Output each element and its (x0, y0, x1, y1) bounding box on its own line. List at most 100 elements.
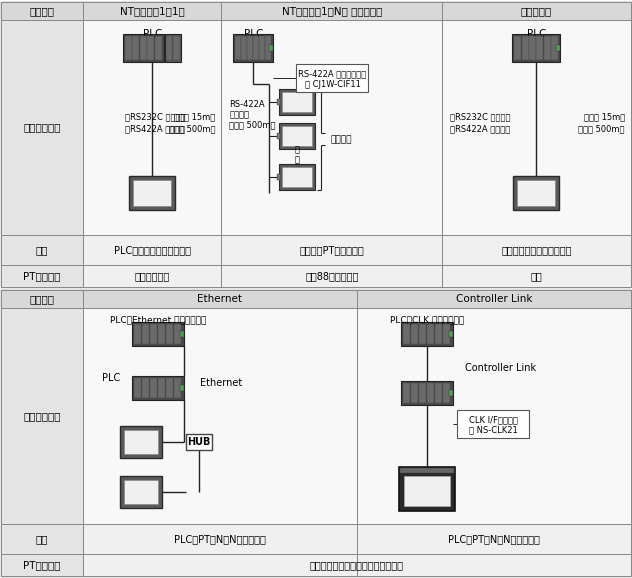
Text: Controller Link: Controller Link (456, 294, 532, 304)
Bar (443, 383, 451, 403)
Bar (442, 2, 631, 20)
Bar (357, 524, 631, 554)
Text: PLC: PLC (244, 29, 263, 39)
Bar (411, 383, 418, 403)
Bar (123, 34, 164, 62)
Text: PLC: PLC (102, 373, 120, 383)
Bar (83, 554, 357, 576)
Text: RS-422A 変換アダプタ: RS-422A 変換アダプタ (298, 69, 367, 78)
Bar (277, 99, 281, 105)
Bar (155, 36, 162, 60)
Text: （最大 15m）: （最大 15m） (174, 112, 216, 121)
Bar (142, 324, 149, 344)
Bar (124, 480, 158, 503)
Bar (277, 174, 281, 180)
Bar (357, 308, 631, 524)
Text: PLCとPT　N：N接続が可能: PLCとPT N：N接続が可能 (174, 533, 266, 544)
Text: システム構成: システム構成 (23, 123, 61, 132)
Bar (134, 324, 142, 344)
Bar (1, 235, 83, 265)
Bar (443, 324, 451, 344)
Text: ・RS422A ケーブル: ・RS422A ケーブル (450, 124, 510, 133)
Text: PLC（Ethernet ユニット要）: PLC（Ethernet ユニット要） (110, 316, 206, 324)
Bar (83, 20, 221, 235)
Bar (283, 126, 312, 146)
Bar (265, 36, 271, 60)
Bar (544, 36, 550, 60)
Bar (140, 36, 147, 60)
Bar (166, 324, 173, 344)
Bar (120, 425, 162, 458)
Text: Ethernet: Ethernet (200, 378, 242, 388)
Bar (150, 324, 157, 344)
Text: 特徴: 特徴 (35, 245, 48, 255)
Bar (522, 36, 528, 60)
Bar (142, 378, 149, 398)
Bar (1, 290, 631, 576)
Bar (241, 36, 247, 60)
Text: PT接続台数: PT接続台数 (23, 560, 61, 570)
Bar (165, 34, 181, 62)
Bar (411, 324, 418, 344)
Text: 複数台のPTを接続可能: 複数台のPTを接続可能 (300, 245, 364, 255)
Bar (403, 324, 410, 344)
Text: それぞれのネットワークのノード内: それぞれのネットワークのノード内 (310, 560, 404, 570)
Bar (236, 36, 241, 60)
Bar (399, 466, 455, 510)
Bar (435, 383, 442, 403)
Bar (400, 468, 454, 473)
Bar (1, 290, 631, 308)
Bar (442, 235, 631, 265)
Text: 最大88台／ポート: 最大88台／ポート (305, 271, 358, 281)
Bar (180, 385, 184, 391)
Bar (83, 2, 221, 20)
Text: １台／ポート: １台／ポート (135, 271, 170, 281)
Bar (120, 476, 162, 507)
Text: システム構成: システム構成 (23, 411, 61, 421)
Text: PLC旧機種での１：１接続: PLC旧機種での１：１接続 (114, 245, 191, 255)
Text: １台: １台 (531, 271, 542, 281)
Bar (1, 2, 83, 20)
Bar (1, 265, 83, 287)
Bar (283, 92, 312, 112)
Bar (253, 36, 259, 60)
Bar (83, 524, 357, 554)
Bar (147, 36, 154, 60)
Bar (277, 133, 281, 139)
Bar (283, 167, 312, 187)
Bar (518, 180, 556, 206)
Bar (551, 36, 558, 60)
Bar (357, 290, 631, 308)
Bar (1, 554, 83, 576)
Bar (419, 324, 427, 344)
Bar (269, 45, 274, 51)
Text: 最もポピュラーな通信方式: 最もポピュラーな通信方式 (501, 245, 572, 255)
Bar (457, 410, 529, 438)
Bar (357, 554, 631, 576)
Bar (427, 383, 434, 403)
Text: 上位リンク: 上位リンク (521, 6, 552, 16)
Text: RS-422A
ケーブル
（最大 500m）: RS-422A ケーブル （最大 500m） (229, 100, 276, 130)
Bar (125, 36, 131, 60)
Bar (1, 20, 83, 235)
Text: Ethernet: Ethernet (197, 294, 243, 304)
Text: 最大８台: 最大８台 (331, 135, 352, 144)
Text: CLK I/Fユニット: CLK I/Fユニット (468, 416, 518, 424)
Text: （最大 500m）: （最大 500m） (578, 124, 625, 133)
Bar (435, 324, 442, 344)
Bar (173, 36, 179, 60)
Text: PLC: PLC (142, 29, 162, 39)
Text: ・RS422A ケーブル: ・RS422A ケーブル (125, 124, 185, 133)
Text: NTリンク（1：1）: NTリンク（1：1） (120, 6, 185, 16)
Bar (174, 378, 181, 398)
Bar (186, 434, 212, 450)
Text: PLC（CLK ユニット要）: PLC（CLK ユニット要） (390, 316, 464, 324)
Bar (83, 290, 357, 308)
Bar (132, 322, 184, 346)
Bar (442, 20, 631, 235)
Bar (513, 34, 561, 62)
Bar (158, 378, 166, 398)
Text: ・
・: ・ ・ (295, 145, 300, 165)
Bar (83, 308, 357, 524)
Text: （最大 500m）: （最大 500m） (169, 124, 216, 133)
